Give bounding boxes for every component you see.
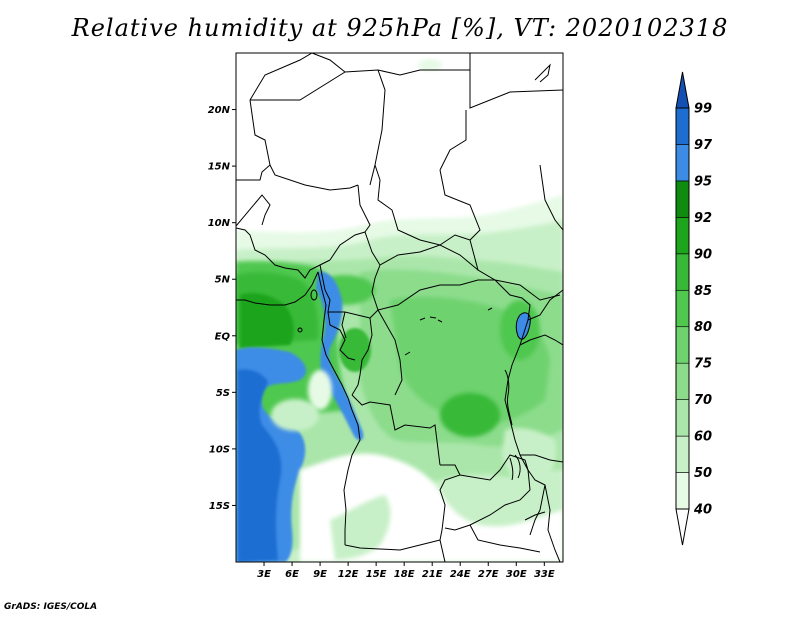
lon-tick-label: 15E <box>366 569 387 580</box>
lat-tick-label: 15S <box>209 501 230 512</box>
colorbar-segment <box>675 472 690 510</box>
lon-tick-label: 27E <box>478 569 499 580</box>
colorbar-segment <box>675 144 690 182</box>
lon-tick-label: 30E <box>506 569 527 580</box>
colorbar-label: 99 <box>694 102 712 117</box>
lon-tick-label: 6E <box>285 569 299 580</box>
colorbar-top-arrow <box>675 71 690 109</box>
lat-tick-label: EQ <box>215 331 231 342</box>
colorbar-segment <box>675 399 690 437</box>
grads-credit: GrADS: IGES/COLA <box>4 602 98 612</box>
colorbar-label: 80 <box>694 320 712 335</box>
lat-tick-label: 10S <box>209 444 230 455</box>
latitude-axis: 20N 15N 10N 5N EQ 5S 10S 15S <box>208 105 236 512</box>
colorbar-label: 90 <box>694 247 712 262</box>
colorbar-segment <box>675 289 690 328</box>
colorbar-segment <box>675 253 690 291</box>
colorbar-segment <box>675 362 690 400</box>
colorbar-segment <box>675 107 690 145</box>
colorbar-bottom-arrow <box>675 508 690 546</box>
lat-tick-label: 5N <box>215 275 231 286</box>
lat-tick-label: 5S <box>216 388 230 399</box>
lon-tick-label: 21E <box>422 569 443 580</box>
colorbar-segment <box>675 435 690 473</box>
colorbar-label: 92 <box>694 211 712 226</box>
longitude-axis: 3E 6E 9E 12E 15E 18E 21E 24E 27E 30E 33E <box>257 562 555 580</box>
lon-tick-label: 12E <box>338 569 359 580</box>
colorbar-segment <box>675 217 690 255</box>
lon-tick-label: 18E <box>394 569 415 580</box>
humidity-field <box>236 53 563 562</box>
lon-tick-label: 3E <box>257 569 271 580</box>
colorbar-label: 95 <box>694 174 712 189</box>
colorbar-segment <box>675 180 690 218</box>
lat-tick-label: 10N <box>208 218 231 229</box>
lat-tick-label: 20N <box>208 105 231 116</box>
colorbar-label: 75 <box>694 357 712 372</box>
colorbar-label: 97 <box>694 138 713 153</box>
country-borders <box>236 53 563 562</box>
map-frame <box>235 52 564 563</box>
colorbar-segment <box>675 326 690 364</box>
lon-tick-label: 24E <box>450 569 471 580</box>
colorbar-label: 40 <box>693 503 712 518</box>
lon-tick-label: 33E <box>534 569 555 580</box>
colorbar: 40 50 60 70 75 80 85 90 92 95 97 99 <box>675 71 713 546</box>
colorbar-label: 50 <box>694 466 712 481</box>
lat-tick-label: 15N <box>208 162 231 173</box>
map-title: Relative humidity at 925hPa [%], VT: 202… <box>71 14 729 42</box>
colorbar-outline <box>675 107 690 510</box>
colorbar-label: 60 <box>694 430 712 445</box>
colorbar-label: 85 <box>694 284 712 299</box>
lon-tick-label: 9E <box>313 569 327 580</box>
colorbar-label: 70 <box>694 393 712 408</box>
